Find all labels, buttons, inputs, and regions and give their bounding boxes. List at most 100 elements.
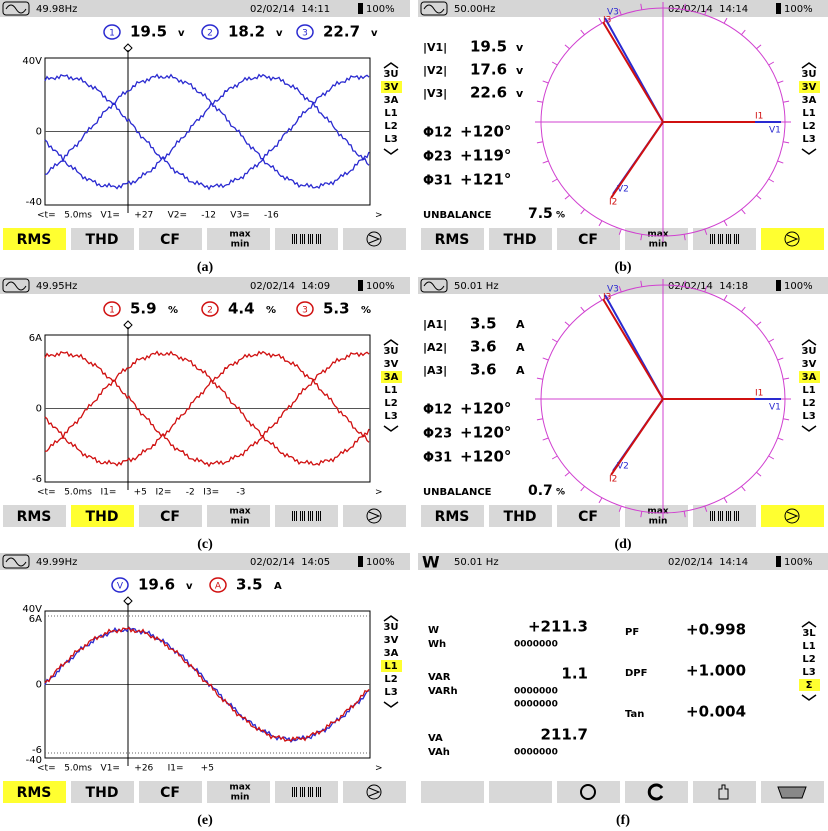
- panel: (e) 49.99Hz 02/02/14 14:05 100% 3U 3V 3A L1 L2 L3…: [0, 553, 410, 828]
- button[interactable]: [71, 228, 134, 250]
- frequency: 49.95Hz: [36, 281, 77, 292]
- menu-up: [383, 339, 399, 346]
- button[interactable]: [625, 228, 688, 250]
- button-icon: [777, 786, 807, 799]
- menu-item: 3V: [384, 82, 399, 93]
- phasor-tick: [683, 280, 686, 287]
- reading-marker: [201, 24, 219, 40]
- button[interactable]: [139, 781, 202, 803]
- reading-value: 5.3: [323, 300, 350, 318]
- button[interactable]: [207, 228, 270, 250]
- reading-marker: [209, 577, 227, 593]
- wave-icon: [5, 557, 27, 567]
- menu-item: 3A: [384, 648, 399, 659]
- battery-icon: [358, 556, 363, 567]
- menu-selected: [799, 81, 820, 93]
- reading-marker-label: 1: [109, 29, 115, 39]
- phasor-tick: [741, 306, 746, 312]
- button[interactable]: [693, 505, 756, 527]
- button[interactable]: [207, 781, 270, 803]
- energy-value: 0000000: [514, 748, 558, 758]
- button[interactable]: [557, 228, 620, 250]
- button-icon: [784, 231, 800, 247]
- button[interactable]: [139, 228, 202, 250]
- axis-label: -6: [32, 474, 42, 485]
- button[interactable]: [71, 781, 134, 803]
- menu-item: 3V: [384, 635, 399, 646]
- axis-label: 40V: [22, 56, 42, 67]
- menu-up: [801, 339, 817, 346]
- reading-value: 18.2: [228, 23, 265, 41]
- datetime: 02/02/14 14:14: [668, 4, 748, 15]
- button[interactable]: [761, 505, 824, 527]
- button[interactable]: [557, 781, 620, 803]
- button-label: CF: [160, 232, 180, 248]
- frequency: 49.98Hz: [36, 4, 77, 15]
- button-icon: [368, 787, 381, 797]
- button[interactable]: [693, 228, 756, 250]
- button[interactable]: [625, 505, 688, 527]
- button[interactable]: [557, 505, 620, 527]
- phasor-tick: [551, 455, 558, 460]
- vector-label: I2: [609, 475, 617, 485]
- factor-value: +1.000: [686, 662, 746, 680]
- button[interactable]: [489, 505, 552, 527]
- frequency: 50.00Hz: [454, 4, 495, 15]
- menu-item: L1: [802, 385, 815, 396]
- phasor-tick: [741, 486, 746, 492]
- button[interactable]: [625, 781, 688, 803]
- battery-icon: [776, 556, 781, 567]
- button[interactable]: [3, 781, 66, 803]
- trace: [44, 350, 370, 468]
- button[interactable]: [3, 505, 66, 527]
- button-label: THD: [86, 785, 119, 801]
- button[interactable]: [421, 228, 484, 250]
- reading-marker-label: 3: [302, 29, 308, 39]
- phasor-tick: [580, 209, 585, 215]
- menu-item: 3U: [801, 69, 816, 80]
- phasor-vector: [602, 21, 664, 123]
- magnitude-unit: v: [516, 87, 524, 100]
- button[interactable]: [275, 505, 338, 527]
- factor-value: +0.998: [686, 621, 746, 639]
- button[interactable]: [71, 505, 134, 527]
- energy-label: VAh: [428, 747, 450, 758]
- button[interactable]: [343, 781, 406, 803]
- button[interactable]: [693, 781, 756, 803]
- phasor-tick: [741, 29, 746, 35]
- menu-item: L3: [384, 687, 397, 698]
- reading-value: 4.4: [228, 300, 255, 318]
- button[interactable]: [343, 505, 406, 527]
- menu-item: 3V: [384, 359, 399, 370]
- button-label: RMS: [17, 232, 52, 248]
- battery: 100%: [784, 281, 813, 292]
- power-label: VA: [428, 733, 443, 744]
- caption: (e): [197, 813, 213, 828]
- panel: (b) 50.00Hz 02/02/14 14:14 100% 3U 3V 3A L1 L2 L3…: [418, 0, 828, 275]
- button[interactable]: [421, 781, 484, 803]
- menu-item: L3: [384, 134, 397, 145]
- vector-label: I1: [755, 389, 763, 399]
- reading-marker: [103, 301, 121, 317]
- button[interactable]: [761, 228, 824, 250]
- button[interactable]: [343, 228, 406, 250]
- cursor-end: >: [375, 488, 383, 498]
- reading-marker-label: 2: [207, 29, 213, 39]
- frequency: 50.01 Hz: [454, 281, 499, 292]
- button-label: min: [231, 517, 250, 527]
- button[interactable]: [3, 228, 66, 250]
- button[interactable]: [275, 781, 338, 803]
- power-label: W: [428, 625, 439, 636]
- button[interactable]: [421, 505, 484, 527]
- menu-item: L1: [384, 661, 397, 672]
- phasor-tick: [704, 286, 708, 293]
- button[interactable]: [275, 228, 338, 250]
- phasor-tick: [756, 44, 762, 50]
- trace: [44, 73, 370, 189]
- phasor-tick: [564, 471, 570, 477]
- button[interactable]: [207, 505, 270, 527]
- button[interactable]: [489, 781, 552, 803]
- button[interactable]: [489, 228, 552, 250]
- button[interactable]: [139, 505, 202, 527]
- vector-label: I3: [603, 293, 611, 303]
